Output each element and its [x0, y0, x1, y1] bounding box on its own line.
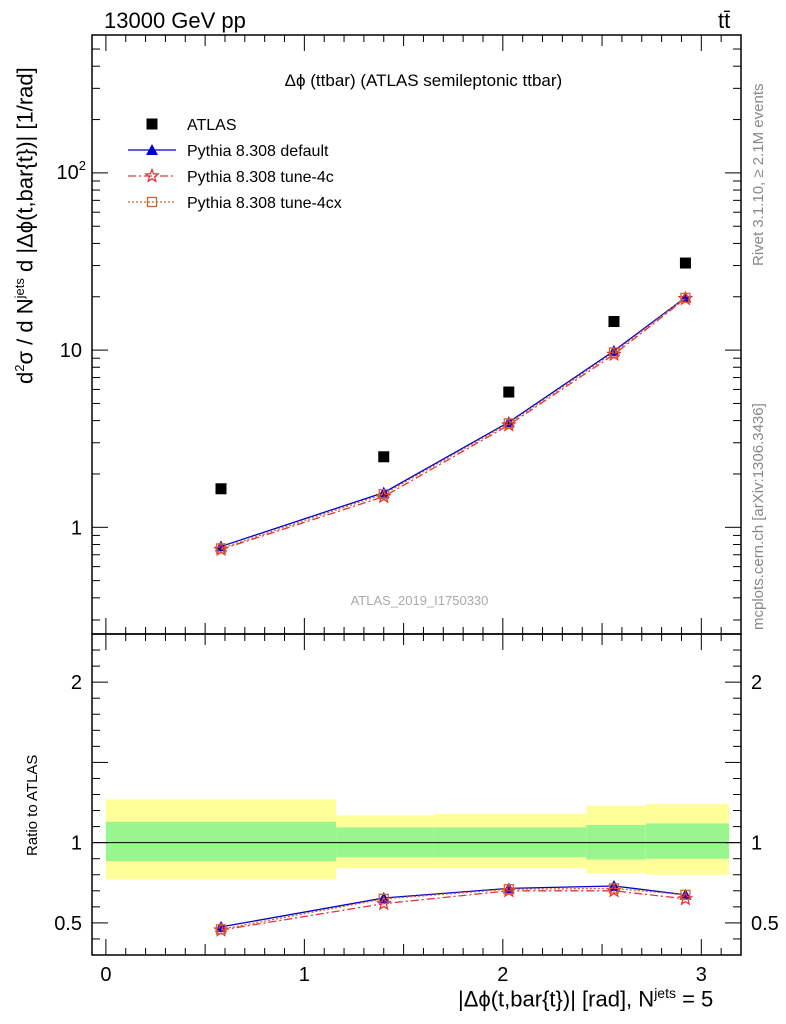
- legend-label: Pythia 8.308 tune-4cx: [187, 195, 342, 212]
- series-3-point: [503, 418, 514, 429]
- legend-label: Pythia 8.308 default: [187, 143, 329, 160]
- series-3-line: [220, 297, 686, 550]
- ratio-tick-label-left: 1: [71, 833, 82, 855]
- series-1-line: [220, 297, 686, 548]
- x-axis-label: |Δϕ(t,bar{t})| [rad], Njets = 5: [458, 985, 714, 1012]
- series-0-point: [215, 483, 227, 495]
- y-axis-label: d2σ / d Njets d |Δϕ(t,bar{t})| [1/rad]: [12, 67, 38, 384]
- series-3-ratio-line: [220, 887, 686, 930]
- series-3-point: [608, 347, 620, 358]
- series-1-point: [607, 344, 620, 356]
- series-0-point: [608, 316, 620, 328]
- ratio-tick-label-right: 1: [751, 833, 762, 855]
- ratio-tick-label-right: 2: [751, 672, 762, 694]
- y-tick-label: 1: [71, 517, 82, 539]
- process-label: tt̄: [718, 8, 731, 33]
- y-tick-label: 102: [57, 158, 86, 184]
- ratio-y-axis-label: Ratio to ATLAS: [24, 754, 41, 856]
- ratio-band-inner-0: [105, 821, 337, 862]
- series-3-point: [378, 488, 389, 500]
- legend-label: ATLAS: [187, 117, 237, 134]
- ratio-tick-label-right: 0.5: [751, 913, 779, 935]
- ratio-frame: [91, 633, 742, 956]
- legend-marker-1: [146, 144, 158, 155]
- rivet-label: Rivet 3.1.10, ≥ 2.1M events: [750, 83, 767, 267]
- series-3-point: [680, 292, 691, 304]
- series-3-ratio-point: [680, 889, 691, 900]
- series-3-ratio-point: [215, 924, 227, 935]
- energy-label: 13000 GeV pp: [104, 8, 246, 33]
- x-tick-label: 1: [299, 964, 310, 986]
- series-3-point: [215, 543, 227, 554]
- chart-title: Δϕ (ttbar) (ATLAS semileptonic ttbar): [285, 71, 563, 90]
- ratio-tick-label-left: 2: [71, 672, 82, 694]
- series-1-ratio-line: [220, 885, 686, 928]
- series-3-ratio-point: [503, 884, 514, 895]
- series-0-point: [679, 257, 691, 269]
- series-2-line: [220, 298, 686, 551]
- y-tick-label: 10: [60, 340, 82, 362]
- watermark: ATLAS_2019_I1750330: [351, 593, 489, 608]
- mcplots-label: mcplots.cern.ch [arXiv:1306.3436]: [750, 403, 767, 630]
- legend-label: Pythia 8.308 tune-4c: [187, 169, 334, 186]
- legend-marker-2: [144, 167, 160, 183]
- series-0-point: [503, 386, 515, 398]
- series-3-ratio-point: [608, 883, 620, 894]
- x-tick-label: 0: [100, 964, 111, 986]
- series-3-ratio-point: [378, 893, 389, 904]
- legend-marker-3: [146, 196, 158, 208]
- series-2-ratio-line: [220, 890, 686, 931]
- series-0-point: [378, 451, 390, 463]
- x-tick-label: 3: [696, 964, 707, 986]
- ratio-tick-label-left: 0.5: [54, 913, 82, 935]
- legend-marker-0: [146, 118, 158, 130]
- x-tick-label: 2: [497, 964, 508, 986]
- ratio-band-inner-4: [645, 823, 730, 859]
